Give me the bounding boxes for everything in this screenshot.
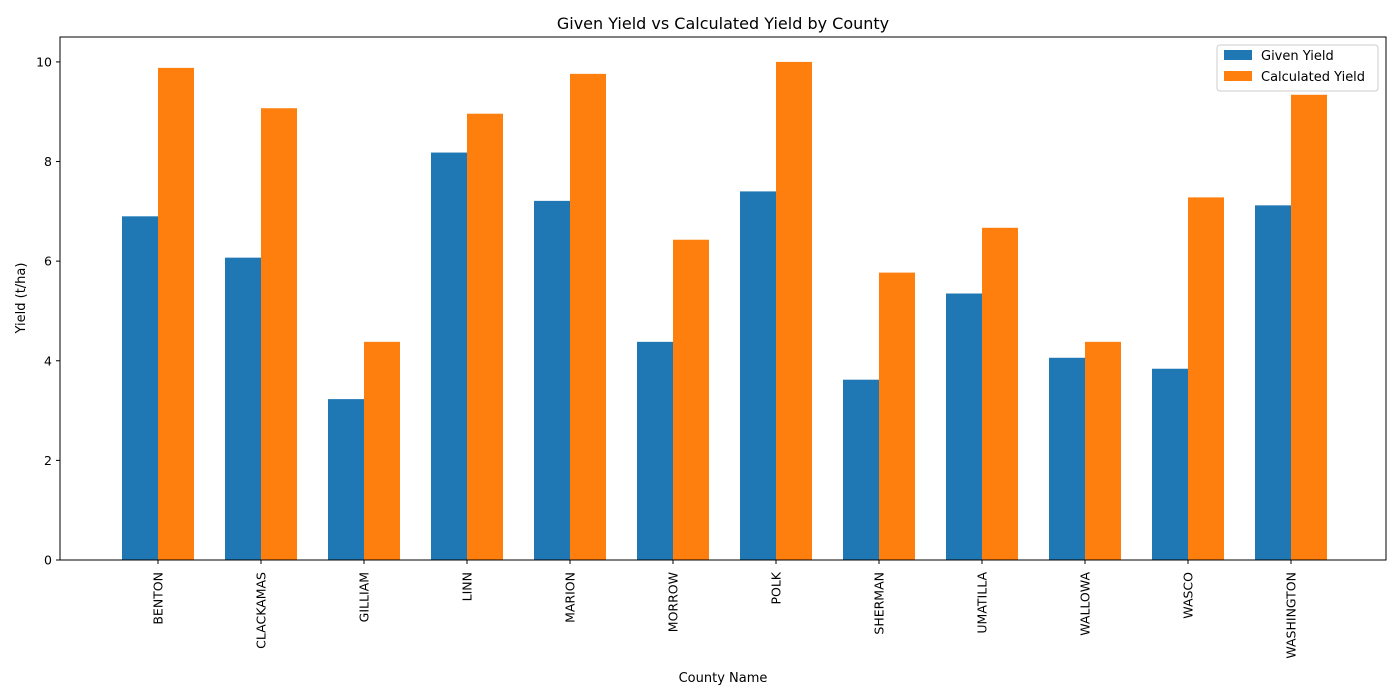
given-yield-bar-benton — [122, 216, 158, 561]
x-tick-label: MARION — [563, 572, 578, 623]
given-yield-bar-marion — [534, 200, 570, 560]
calculated-yield-bar-gilliam — [364, 341, 400, 560]
x-tick-label: BENTON — [151, 572, 166, 625]
y-tick-label: 10 — [36, 54, 52, 69]
x-tick-label: UMATILLA — [975, 572, 990, 634]
given-yield-bar-morrow — [637, 341, 673, 560]
calculated-yield-bar-sherman — [879, 272, 915, 560]
given-yield-bar-polk — [740, 191, 776, 560]
given-yield-bar-umatilla — [946, 293, 982, 560]
calculated-yield-bar-washington — [1291, 94, 1327, 560]
calculated-yield-bar-marion — [570, 73, 606, 561]
x-tick-label: POLK — [769, 571, 784, 604]
given-yield-bar-clackamas — [225, 257, 261, 560]
legend-label: Calculated Yield — [1261, 70, 1365, 85]
calculated-yield-bar-wallowa — [1085, 341, 1121, 560]
y-tick-label: 0 — [44, 553, 52, 568]
x-tick-label: SHERMAN — [872, 572, 887, 635]
x-tick-label: WASHINGTON — [1284, 572, 1299, 659]
x-axis-label: County Name — [679, 671, 768, 686]
legend: Given Yield Calculated Yield — [1216, 44, 1379, 92]
given-yield-bar-sherman — [843, 379, 879, 560]
bars-group — [122, 61, 1327, 561]
y-tick-label: 8 — [44, 154, 52, 169]
y-axis: 0 2 4 6 8 10 — [36, 54, 60, 568]
x-tick-label: GILLIAM — [357, 572, 372, 622]
given-yield-bar-wallowa — [1049, 357, 1085, 560]
x-tick-label: CLACKAMAS — [254, 572, 269, 649]
given-yield-bar-linn — [431, 152, 467, 560]
calculated-yield-bar-umatilla — [982, 227, 1018, 560]
legend-frame — [1216, 44, 1379, 92]
y-tick-label: 2 — [44, 453, 52, 468]
calculated-yield-bar-polk — [776, 61, 812, 561]
chart-title: Given Yield vs Calculated Yield by Count… — [557, 14, 889, 33]
calculated-yield-bar-linn — [467, 113, 503, 560]
x-tick-label: WALLOWA — [1078, 572, 1093, 636]
legend-label: Given Yield — [1261, 49, 1334, 64]
y-tick-label: 6 — [44, 254, 52, 269]
y-axis-label: Yield (t/ha) — [14, 263, 29, 335]
given-yield-bar-washington — [1255, 205, 1291, 560]
legend-swatch — [1224, 50, 1252, 60]
calculated-yield-bar-clackamas — [261, 108, 297, 561]
calculated-yield-bar-morrow — [673, 239, 709, 560]
given-yield-bar-wasco — [1152, 368, 1188, 560]
plot-frame — [59, 36, 1387, 561]
calculated-yield-bar-wasco — [1188, 197, 1224, 561]
calculated-yield-bar-benton — [158, 67, 194, 561]
y-tick-label: 4 — [44, 353, 52, 368]
x-tick-label: WASCO — [1181, 572, 1196, 619]
x-tick-label: MORROW — [666, 572, 681, 632]
x-axis: BENTON CLACKAMAS GILLIAM LINN MARION MORROW PO… — [151, 560, 1299, 659]
legend-swatch — [1224, 71, 1252, 81]
given-yield-bar-gilliam — [328, 399, 364, 560]
x-tick-label: LINN — [460, 572, 475, 601]
